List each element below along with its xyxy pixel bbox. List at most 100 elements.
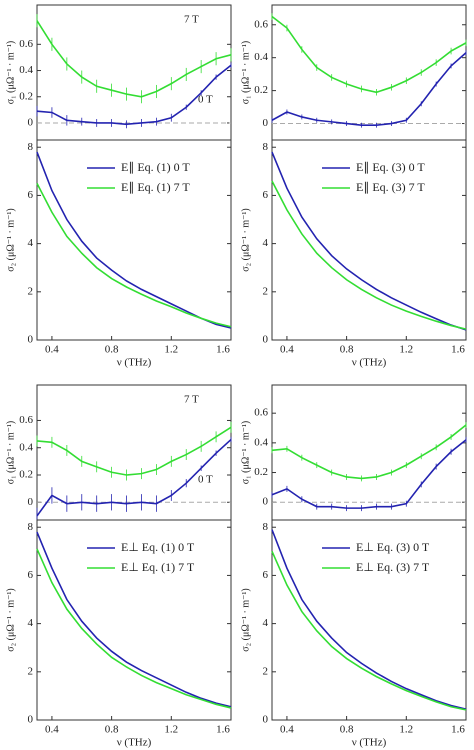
x-axis-label: ν (THz) xyxy=(117,737,152,749)
y-tick-label: 0.2 xyxy=(254,466,268,478)
x-tick-label: 0.4 xyxy=(280,724,294,736)
y-tick-label: 0 xyxy=(263,714,269,726)
x-tick-label: 0.8 xyxy=(340,724,354,736)
y-axis-label: σ₁ (μΩ⁻¹ · m⁻¹) xyxy=(5,421,16,485)
data-line xyxy=(36,183,232,328)
x-tick-label: 0.4 xyxy=(45,344,59,356)
x-axis-label: ν (THz) xyxy=(352,357,387,369)
y-tick-label: 0 xyxy=(263,496,269,508)
data-line xyxy=(36,531,232,708)
data-line xyxy=(271,551,467,711)
legend-label: E∥ Eq. (3) 0 T xyxy=(356,160,425,174)
data-line xyxy=(36,548,232,709)
x-tick-label: 1.2 xyxy=(399,724,413,736)
y-tick-label: 0 xyxy=(263,117,269,129)
y-tick-label: 6 xyxy=(28,189,34,201)
y-axis-label: σ₂ (μΩ⁻¹ · m⁻¹) xyxy=(240,588,251,652)
y-tick-label: 4 xyxy=(28,237,34,249)
legend-label: E∥ Eq. (3) 7 T xyxy=(356,180,425,194)
y-tick-label: 0 xyxy=(28,714,34,726)
y-tick-label: 8 xyxy=(263,521,269,533)
plot-frame xyxy=(271,139,467,341)
y-tick-label: 0.4 xyxy=(254,436,268,448)
data-line xyxy=(271,439,467,509)
y-tick-label: 2 xyxy=(263,285,269,297)
y-tick-label: 4 xyxy=(28,617,34,629)
y-tick-label: 6 xyxy=(263,189,269,201)
x-tick-label: 1.6 xyxy=(451,344,465,356)
y-tick-label: 0.2 xyxy=(19,90,33,102)
y-tick-label: 8 xyxy=(28,141,34,153)
y-tick-label: 0 xyxy=(28,496,34,508)
legend-label: E∥ Eq. (1) 0 T xyxy=(121,160,190,174)
plot-frame xyxy=(271,384,467,521)
y-tick-label: 0.4 xyxy=(19,64,33,76)
data-line xyxy=(271,529,467,710)
annotation: 7 T xyxy=(184,394,199,406)
y-tick-label: 6 xyxy=(28,569,34,581)
y-tick-label: 0.2 xyxy=(254,84,268,96)
y-tick-label: 8 xyxy=(28,521,34,533)
legend-label: E⊥ Eq. (3) 7 T xyxy=(356,560,430,574)
data-line xyxy=(271,151,467,331)
data-line xyxy=(36,20,232,98)
x-axis-label: ν (THz) xyxy=(117,357,152,369)
y-axis-label: σ₂ (μΩ⁻¹ · m⁻¹) xyxy=(5,208,16,272)
legend-label: E⊥ Eq. (3) 0 T xyxy=(356,540,430,554)
data-line xyxy=(36,151,232,329)
y-tick-label: 2 xyxy=(263,665,269,677)
y-tick-label: 0.6 xyxy=(19,414,33,426)
x-tick-label: 0.8 xyxy=(340,344,354,356)
data-line xyxy=(271,15,467,94)
y-axis-label: σ₁ (μΩ⁻¹ · m⁻¹) xyxy=(240,421,251,485)
plot-frame xyxy=(36,384,232,521)
legend-label: E⊥ Eq. (1) 7 T xyxy=(121,560,195,574)
y-tick-label: 0 xyxy=(28,334,34,346)
y-tick-label: 2 xyxy=(28,285,34,297)
annotation: 7 T xyxy=(184,14,199,26)
y-tick-label: 4 xyxy=(263,237,269,249)
annotation: 0 T xyxy=(198,474,213,486)
y-axis-label: σ₁ (μΩ⁻¹ · m⁻¹) xyxy=(5,41,16,105)
x-tick-label: 0.4 xyxy=(45,724,59,736)
data-line xyxy=(36,64,232,126)
plot-frame xyxy=(271,4,467,141)
data-line xyxy=(36,426,232,476)
x-tick-label: 0.4 xyxy=(280,344,294,356)
plot-frame xyxy=(36,519,232,721)
y-tick-label: 0.4 xyxy=(19,441,33,453)
x-tick-label: 1.6 xyxy=(216,344,230,356)
y-tick-label: 0.6 xyxy=(19,38,33,50)
legend-label: E⊥ Eq. (1) 0 T xyxy=(121,540,195,554)
y-tick-label: 4 xyxy=(263,617,269,629)
y-axis-label: σ₂ (μΩ⁻¹ · m⁻¹) xyxy=(240,208,251,272)
x-axis-label: ν (THz) xyxy=(352,737,387,749)
x-tick-label: 1.2 xyxy=(164,724,178,736)
data-line xyxy=(36,438,232,517)
x-tick-label: 0.8 xyxy=(105,344,119,356)
y-tick-label: 2 xyxy=(28,665,34,677)
y-tick-label: 6 xyxy=(263,569,269,581)
plot-frame xyxy=(36,139,232,341)
x-tick-label: 1.6 xyxy=(216,724,230,736)
annotation: 0 T xyxy=(198,94,213,106)
y-tick-label: 0 xyxy=(28,116,34,128)
y-tick-label: 0.6 xyxy=(254,407,268,419)
x-tick-label: 0.8 xyxy=(105,724,119,736)
x-tick-label: 1.2 xyxy=(164,344,178,356)
data-line xyxy=(271,52,467,126)
y-axis-label: σ₁ (μΩ⁻¹ · m⁻¹) xyxy=(240,41,251,105)
y-tick-label: 8 xyxy=(263,141,269,153)
legend-label: E∥ Eq. (1) 7 T xyxy=(121,180,190,194)
y-axis-label: σ₂ (μΩ⁻¹ · m⁻¹) xyxy=(5,588,16,652)
x-tick-label: 1.6 xyxy=(451,724,465,736)
y-tick-label: 0.2 xyxy=(19,469,33,481)
y-tick-label: 0.4 xyxy=(254,51,268,63)
y-tick-label: 0 xyxy=(263,334,269,346)
y-tick-label: 0.6 xyxy=(254,18,268,30)
plot-frame xyxy=(271,519,467,721)
data-line xyxy=(271,180,467,330)
x-tick-label: 1.2 xyxy=(399,344,413,356)
data-line xyxy=(271,424,467,480)
